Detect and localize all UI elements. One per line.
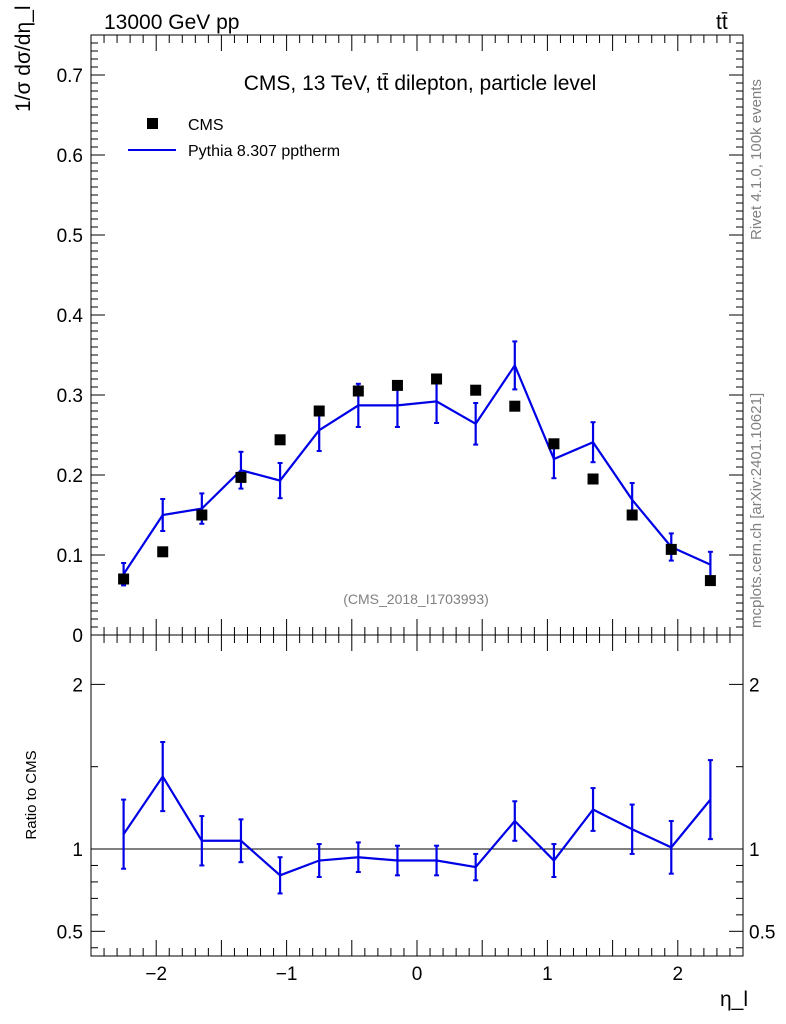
cms-data-point <box>665 543 677 555</box>
rivet-version-label: Rivet 4.1.0, 100k events <box>748 79 765 240</box>
cms-data-point <box>196 509 208 521</box>
cms-data-point <box>587 473 599 485</box>
x-tick-label: 0 <box>412 964 423 985</box>
x-tick-label: 2 <box>673 964 684 985</box>
energy-label: 13000 GeV pp <box>104 11 239 34</box>
cms-data-point <box>118 573 130 585</box>
main-y-axis-label: 1/σ dσ/dη_l <box>12 6 35 113</box>
x-axis-title: η_l <box>720 988 748 1011</box>
y-tick-label: 0.7 <box>57 66 83 87</box>
ratio-y-tick-label: 1 <box>72 840 83 861</box>
y-tick-label: 0.1 <box>57 546 83 567</box>
y-tick-label: 0.3 <box>57 386 83 407</box>
cms-data-point <box>548 438 560 450</box>
ratio-y-tick-labels: 0.5 0.5 1 1 2 2 <box>57 675 776 943</box>
main-y-tick-labels: 0 0.1 0.2 0.3 0.4 0.5 0.6 0.7 <box>57 66 84 647</box>
x-tick-labels: −2 −1 0 1 2 <box>145 964 683 985</box>
y-tick-label: 0.2 <box>57 466 83 487</box>
process-label: tt̄ <box>716 11 728 34</box>
legend-label-pythia: Pythia 8.307 pptherm <box>188 143 340 160</box>
legend: CMS Pythia 8.307 pptherm <box>128 117 340 160</box>
cms-data-point <box>352 385 364 397</box>
y-tick-label: 0.5 <box>57 226 83 247</box>
cms-data-point <box>626 509 638 521</box>
cms-data-point <box>391 379 403 391</box>
main-axis-ticks <box>90 34 744 636</box>
cms-data-point <box>704 575 716 587</box>
cms-data-point <box>157 546 169 558</box>
pythia-line <box>122 363 711 575</box>
cms-data-point <box>509 400 521 412</box>
cms-data-point <box>313 405 325 417</box>
main-panel: 0 0.1 0.2 0.3 0.4 0.5 0.6 0.7 1/σ dσ/dη_l CMS, … <box>12 6 744 647</box>
pythia-series <box>121 340 713 587</box>
cms-data-point <box>431 373 443 385</box>
mcplots-label: mcplots.cern.ch [arXiv:2401.10621] <box>748 393 765 628</box>
ratio-panel: 0.5 0.5 1 1 2 2 Ratio to CMS <box>23 634 776 957</box>
ratio-y-tick-label: 2 <box>72 675 83 696</box>
ratio-line <box>122 774 712 877</box>
y-axis-title: 1/σ dσ/dη_l <box>12 6 35 113</box>
ratio-y-tick-label: 0.5 <box>57 922 83 943</box>
analysis-id-watermark: (CMS_2018_I1703993) <box>343 591 489 607</box>
cms-data-point <box>274 434 286 446</box>
cms-data-point <box>235 471 247 483</box>
ratio-y-axis-title: Ratio to CMS <box>23 750 40 839</box>
x-tick-label: 1 <box>542 964 553 985</box>
cms-data-series <box>118 373 716 587</box>
ratio-y-tick-label-right: 2 <box>749 675 760 696</box>
cms-data-point <box>470 384 482 396</box>
ratio-y-tick-label-right: 1 <box>749 840 760 861</box>
ratio-panel-frame <box>90 634 744 957</box>
y-tick-label: 0.4 <box>57 306 84 327</box>
y-tick-label: 0 <box>72 626 83 647</box>
y-tick-label: 0.6 <box>57 146 83 167</box>
ratio-y-tick-label-right: 0.5 <box>749 922 775 943</box>
ratio-series <box>121 741 713 895</box>
legend-marker-cms <box>147 118 158 129</box>
legend-label-cms: CMS <box>188 117 224 134</box>
ratio-axis-ticks <box>90 635 744 956</box>
x-tick-label: −1 <box>276 964 298 985</box>
chart-title: CMS, 13 TeV, tt̄ dilepton, particle leve… <box>244 72 597 95</box>
x-tick-label: −2 <box>145 964 167 985</box>
